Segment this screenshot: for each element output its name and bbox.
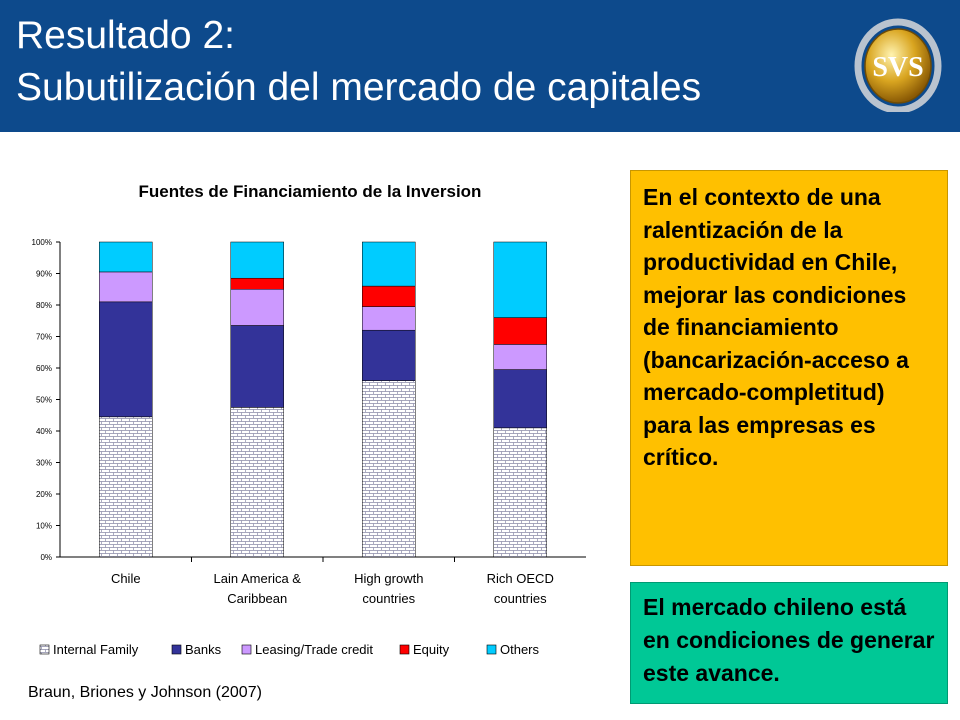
x-tick-label: Rich OECD [487,571,554,586]
slide-title-line-2: Subutilización del mercado de capitales [16,66,702,109]
x-tick-label: countries [494,591,547,606]
bar-segment-leasing-trade-credit [362,306,416,331]
y-tick-label: 50% [36,396,52,405]
bar-segment-internal-family [230,407,284,558]
bar-segment-others [362,241,416,287]
citation: Braun, Briones y Johnson (2007) [28,684,262,701]
legend-label: Equity [413,642,450,657]
bar-segment-leasing-trade-credit [99,271,153,303]
legend-label: Others [500,642,540,657]
x-tick-label: Lain America & [214,571,302,586]
legend-label: Leasing/Trade credit [255,642,373,657]
y-tick-label: 20% [36,490,52,499]
y-tick-label: 10% [36,522,52,531]
financing-chart-panel: Fuentes de Financiamiento de la Inversio… [0,160,620,680]
bar-segment-others [230,241,284,279]
bar-segment-banks [99,301,153,418]
y-tick-label: 30% [36,459,52,468]
bar-segment-equity [362,285,416,307]
context-text-box: En el contexto de una ralentización de l… [630,170,948,566]
x-tick-label: Chile [111,571,141,586]
legend-swatch [171,644,182,655]
bar-segment-others [493,241,547,318]
bar-segment-leasing-trade-credit [230,289,284,326]
conclusion-text: El mercado chileno está en condiciones d… [643,594,935,686]
bar-segment-equity [230,277,284,290]
stacked-bar-chart: 0% 10% 20% 30% 40% 50% 60% 70% 80% 90% 100% Chile La… [32,238,586,657]
x-tick-label: Caribbean [227,591,287,606]
legend-label: Internal Family [53,642,139,657]
legend-swatch [486,644,497,655]
bar-segment-internal-family [99,416,153,558]
slide-header: Resultado 2: Subutilización del mercado … [0,0,960,132]
logo-text: SVS [872,52,923,83]
y-tick-label: 70% [36,333,52,342]
x-tick-label: countries [362,591,415,606]
bar-segment-banks [362,329,416,381]
y-tick-label: 80% [36,301,52,310]
y-tick-label: 90% [36,270,52,279]
x-tick-label: High growth [354,571,423,586]
svs-logo-icon: SVS [854,18,942,112]
conclusion-text-box: El mercado chileno está en condiciones d… [630,582,948,704]
y-tick-label: 0% [40,553,52,562]
y-tick-label: 60% [36,364,52,373]
legend-label: Banks [185,642,222,657]
bar-segment-equity [493,317,547,345]
bar-segment-banks [230,325,284,408]
context-text: En el contexto de una ralentización de l… [643,184,909,470]
slide-title-line-1: Resultado 2: [16,14,235,57]
bar-segment-internal-family [493,427,547,558]
y-tick-label: 100% [32,238,52,247]
legend-swatch [241,644,252,655]
bar-segment-internal-family [362,380,416,558]
chart-title: Fuentes de Financiamiento de la Inversio… [138,182,482,201]
legend-swatch [39,644,50,655]
bar-segment-banks [493,369,547,429]
legend-swatch [399,644,410,655]
bar-segment-others [99,241,153,273]
bar-segment-leasing-trade-credit [493,344,547,370]
y-tick-label: 40% [36,427,52,436]
